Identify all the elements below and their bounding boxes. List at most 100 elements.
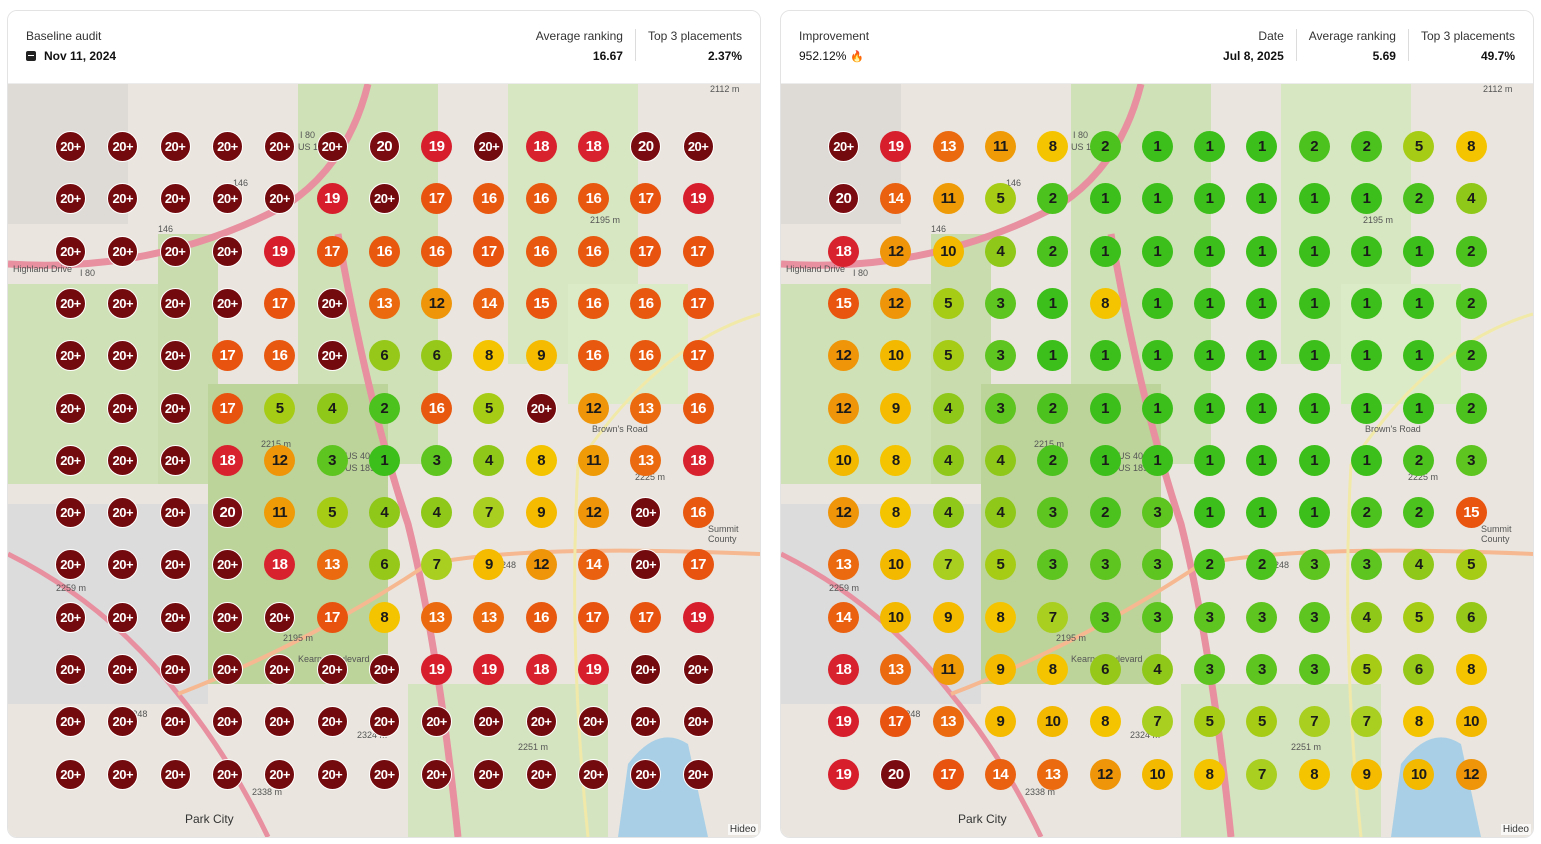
ranking-marker[interactable]: 1 — [1037, 340, 1069, 372]
ranking-marker[interactable]: 7 — [1037, 601, 1069, 633]
ranking-marker[interactable]: 18 — [211, 444, 243, 476]
ranking-marker[interactable]: 18 — [264, 549, 296, 581]
ranking-marker[interactable]: 2 — [368, 392, 400, 424]
ranking-marker[interactable]: 5 — [1403, 601, 1435, 633]
ranking-marker[interactable]: 1 — [1351, 183, 1382, 215]
ranking-marker[interactable]: 1 — [1141, 340, 1173, 372]
ranking-marker[interactable]: 1 — [1194, 287, 1226, 319]
ranking-marker[interactable]: 3 — [1246, 601, 1278, 633]
ranking-marker[interactable]: 8 — [368, 601, 400, 633]
ranking-marker[interactable]: 1 — [1403, 392, 1435, 424]
ranking-marker[interactable]: 9 — [1351, 758, 1382, 790]
ranking-marker[interactable]: 20+ — [211, 654, 243, 685]
ranking-marker[interactable]: 4 — [368, 497, 400, 529]
ranking-marker[interactable]: 1 — [1246, 287, 1278, 319]
ranking-marker[interactable]: 20+ — [107, 497, 139, 529]
ranking-marker[interactable]: 16 — [578, 183, 609, 215]
ranking-marker[interactable]: 1 — [368, 444, 400, 476]
ranking-marker[interactable]: 20+ — [55, 392, 86, 424]
ranking-marker[interactable]: 16 — [368, 235, 400, 267]
ranking-marker[interactable]: 20+ — [211, 549, 243, 581]
ranking-marker[interactable]: 1 — [1298, 287, 1330, 319]
ranking-marker[interactable]: 6 — [1089, 654, 1121, 685]
ranking-marker[interactable]: 1 — [1194, 444, 1226, 476]
ranking-marker[interactable]: 9 — [984, 706, 1016, 738]
ranking-marker[interactable]: 1 — [1194, 392, 1226, 424]
ranking-marker[interactable]: 1 — [1246, 131, 1278, 162]
ranking-marker[interactable]: 20+ — [316, 287, 348, 319]
ranking-marker[interactable]: 1 — [1089, 340, 1121, 372]
ranking-marker[interactable]: 4 — [932, 497, 964, 529]
ranking-marker[interactable]: 11 — [984, 131, 1016, 162]
ranking-marker[interactable]: 4 — [1141, 654, 1173, 685]
ranking-marker[interactable]: 4 — [1455, 183, 1487, 215]
ranking-marker[interactable]: 15 — [1455, 497, 1487, 529]
ranking-marker[interactable]: 10 — [1037, 706, 1069, 738]
ranking-marker[interactable]: 10 — [880, 340, 912, 372]
ranking-marker[interactable]: 1 — [1351, 235, 1382, 267]
ranking-marker[interactable]: 3 — [1141, 497, 1173, 529]
ranking-marker[interactable]: 20+ — [682, 654, 714, 685]
ranking-marker[interactable]: 3 — [1455, 444, 1487, 476]
ranking-marker[interactable]: 3 — [1298, 549, 1330, 581]
ranking-marker[interactable]: 20+ — [316, 131, 348, 162]
ranking-marker[interactable]: 3 — [1089, 549, 1121, 581]
ranking-marker[interactable]: 1 — [1141, 131, 1173, 162]
ranking-marker[interactable]: 20+ — [55, 287, 86, 319]
ranking-marker[interactable]: 3 — [421, 444, 453, 476]
ranking-marker[interactable]: 20+ — [473, 131, 505, 162]
ranking-marker[interactable]: 9 — [932, 601, 964, 633]
ranking-marker[interactable]: 8 — [880, 497, 912, 529]
ranking-marker[interactable]: 13 — [828, 549, 859, 581]
ranking-marker[interactable]: 5 — [932, 287, 964, 319]
ranking-marker[interactable]: 20+ — [473, 758, 505, 790]
ranking-marker[interactable]: 6 — [421, 340, 453, 372]
ranking-marker[interactable]: 20+ — [682, 706, 714, 738]
ranking-marker[interactable]: 9 — [525, 340, 557, 372]
ranking-marker[interactable]: 1 — [1298, 183, 1330, 215]
ranking-marker[interactable]: 1 — [1037, 287, 1069, 319]
ranking-marker[interactable]: 1 — [1246, 183, 1278, 215]
ranking-marker[interactable]: 16 — [682, 392, 714, 424]
ranking-marker[interactable]: 16 — [421, 235, 453, 267]
ranking-marker[interactable]: 4 — [316, 392, 348, 424]
ranking-marker[interactable]: 7 — [1298, 706, 1330, 738]
ranking-marker[interactable]: 20+ — [159, 235, 191, 267]
ranking-marker[interactable]: 17 — [932, 758, 964, 790]
ranking-marker[interactable]: 20+ — [211, 131, 243, 162]
ranking-marker[interactable]: 5 — [932, 340, 964, 372]
ranking-marker[interactable]: 12 — [1455, 758, 1487, 790]
ranking-marker[interactable]: 20 — [368, 131, 400, 162]
ranking-marker[interactable]: 19 — [473, 654, 505, 685]
ranking-marker[interactable]: 3 — [1351, 549, 1382, 581]
ranking-marker[interactable]: 20+ — [211, 287, 243, 319]
ranking-marker[interactable]: 19 — [421, 654, 453, 685]
ranking-marker[interactable]: 20 — [211, 497, 243, 529]
ranking-marker[interactable]: 1 — [1298, 340, 1330, 372]
ranking-marker[interactable]: 16 — [682, 497, 714, 529]
ranking-marker[interactable]: 20+ — [55, 549, 86, 581]
ranking-marker[interactable]: 20+ — [316, 340, 348, 372]
ranking-marker[interactable]: 20+ — [107, 340, 139, 372]
ranking-marker[interactable]: 20+ — [264, 183, 296, 215]
ranking-marker[interactable]: 13 — [630, 444, 662, 476]
ranking-marker[interactable]: 10 — [880, 601, 912, 633]
ranking-marker[interactable]: 2 — [1455, 287, 1487, 319]
ranking-marker[interactable]: 20+ — [421, 758, 453, 790]
ranking-marker[interactable]: 10 — [1141, 758, 1173, 790]
ranking-marker[interactable]: 17 — [578, 601, 609, 633]
ranking-marker[interactable]: 20+ — [316, 758, 348, 790]
ranking-marker[interactable]: 17 — [316, 235, 348, 267]
ranking-marker[interactable]: 20+ — [525, 758, 557, 790]
ranking-marker[interactable]: 20+ — [264, 654, 296, 685]
ranking-marker[interactable]: 4 — [1403, 549, 1435, 581]
ranking-marker[interactable]: 4 — [421, 497, 453, 529]
ranking-marker[interactable]: 19 — [316, 183, 348, 215]
ranking-marker[interactable]: 19 — [828, 758, 859, 790]
ranking-marker[interactable]: 17 — [421, 183, 453, 215]
ranking-marker[interactable]: 1 — [1141, 392, 1173, 424]
ranking-marker[interactable]: 13 — [421, 601, 453, 633]
ranking-marker[interactable]: 1 — [1194, 497, 1226, 529]
ranking-marker[interactable]: 20+ — [159, 497, 191, 529]
ranking-marker[interactable]: 20+ — [525, 706, 557, 738]
